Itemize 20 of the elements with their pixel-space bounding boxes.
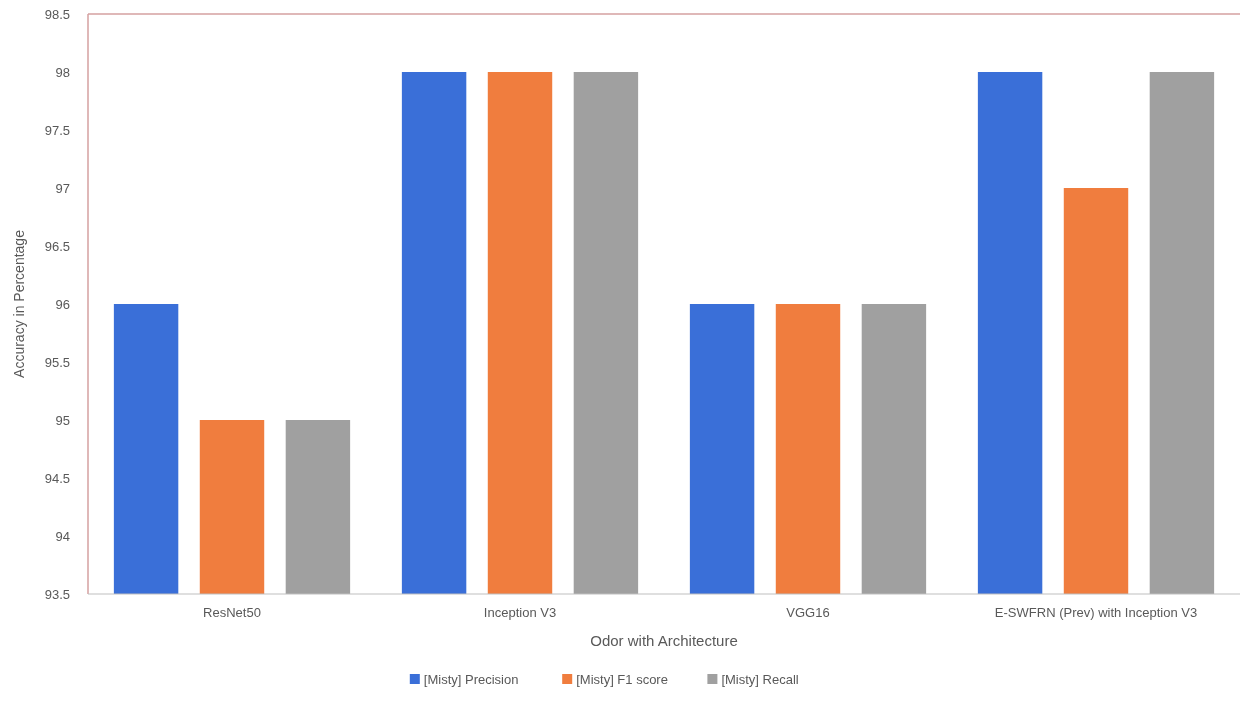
y-tick-label: 94 — [55, 528, 70, 544]
x-tick-label: E-SWFRN (Prev) with Inception V3 — [994, 605, 1198, 620]
y-tick-label: 94.5 — [44, 470, 70, 486]
y-axis-title: Accuracy in Percentage — [11, 229, 27, 378]
x-tick-label: ResNet50 — [203, 605, 261, 620]
y-tick-label: 97.5 — [44, 122, 70, 138]
y-tick-label: 95.5 — [44, 354, 70, 370]
y-tick-label: 93.5 — [44, 586, 70, 602]
legend-label: [Misty] F1 score — [576, 672, 668, 687]
legend-label: [Misty] Recall — [721, 672, 799, 687]
y-tick-label: 97 — [55, 180, 70, 196]
y-tick-label: 98.5 — [44, 6, 70, 22]
y-tick-label: 98 — [55, 64, 70, 80]
x-tick-label: Inception V3 — [483, 605, 557, 620]
y-tick-label: 95 — [55, 412, 70, 428]
legend-label: [Misty] Precision — [423, 672, 519, 687]
y-tick-label: 96.5 — [44, 238, 70, 254]
x-tick-label: VGG16 — [786, 605, 830, 620]
y-tick-label: 96 — [55, 296, 70, 312]
x-axis-title: Odor with Architecture — [590, 632, 738, 649]
